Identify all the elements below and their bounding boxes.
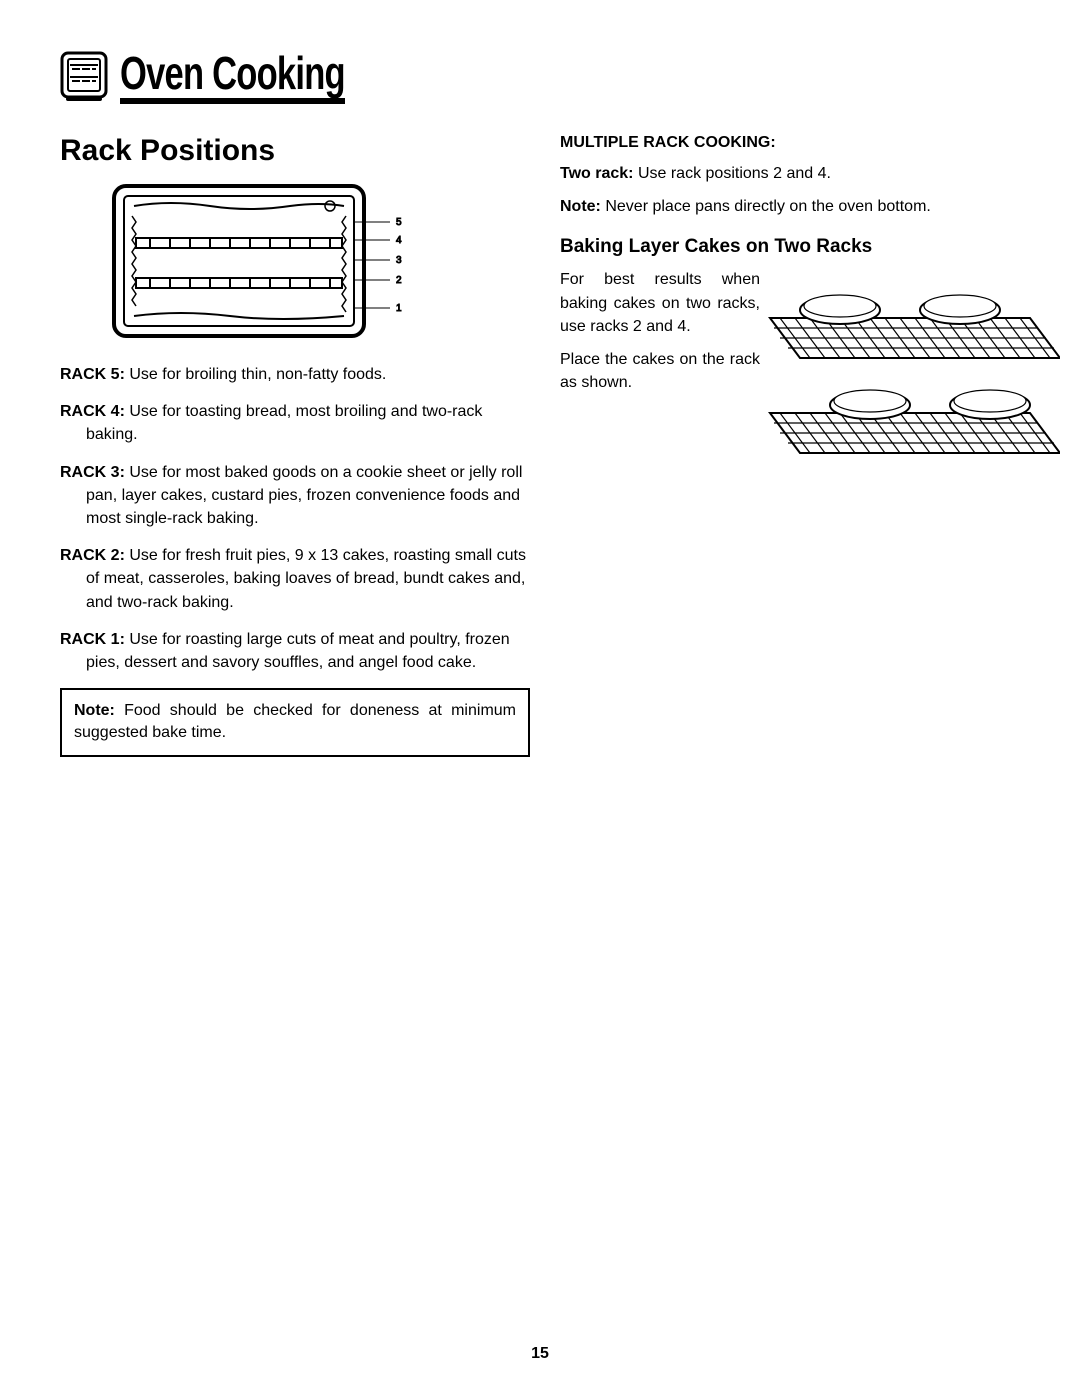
rack-2-item: RACK 2: Use for fresh fruit pies, 9 x 13… xyxy=(60,544,530,614)
cake-rack-diagram xyxy=(760,268,1060,468)
section-title: Rack Positions xyxy=(60,134,530,168)
rack-position-list: RACK 5: Use for broiling thin, non-fatty… xyxy=(60,363,530,674)
rack-1-item: RACK 1: Use for roasting large cuts of m… xyxy=(60,628,530,674)
svg-text:1: 1 xyxy=(396,303,402,314)
doneness-note-box: Note: Food should be checked for donenes… xyxy=(60,688,530,757)
right-column: MULTIPLE RACK COOKING: Two rack: Use rac… xyxy=(560,134,1020,757)
page-header: Oven Cooking xyxy=(60,50,1020,104)
svg-text:5: 5 xyxy=(396,217,402,228)
oven-rack-diagram: 5 4 3 2 1 xyxy=(110,182,430,342)
cake-p1: For best results when baking cakes on tw… xyxy=(560,268,760,338)
page-number: 15 xyxy=(531,1345,549,1363)
baking-cakes-heading: Baking Layer Cakes on Two Racks xyxy=(560,236,1020,258)
rack-4-item: RACK 4: Use for toasting bread, most bro… xyxy=(60,400,530,446)
rack-5-item: RACK 5: Use for broiling thin, non-fatty… xyxy=(60,363,530,386)
svg-text:4: 4 xyxy=(396,235,402,246)
svg-text:2: 2 xyxy=(396,275,402,286)
rack-3-item: RACK 3: Use for most baked goods on a co… xyxy=(60,461,530,531)
oven-icon xyxy=(60,51,108,103)
cake-section: For best results when baking cakes on tw… xyxy=(560,268,1020,394)
two-rack-text: Two rack: Use rack positions 2 and 4. xyxy=(560,162,1020,185)
cake-p2: Place the cakes on the rack as shown. xyxy=(560,348,760,394)
oven-bottom-note: Note: Never place pans directly on the o… xyxy=(560,195,1020,218)
svg-text:3: 3 xyxy=(396,255,402,266)
multiple-rack-heading: MULTIPLE RACK COOKING: xyxy=(560,134,1020,152)
left-column: Rack Positions 5 4 xyxy=(60,134,530,757)
header-title: Oven Cooking xyxy=(120,50,345,104)
